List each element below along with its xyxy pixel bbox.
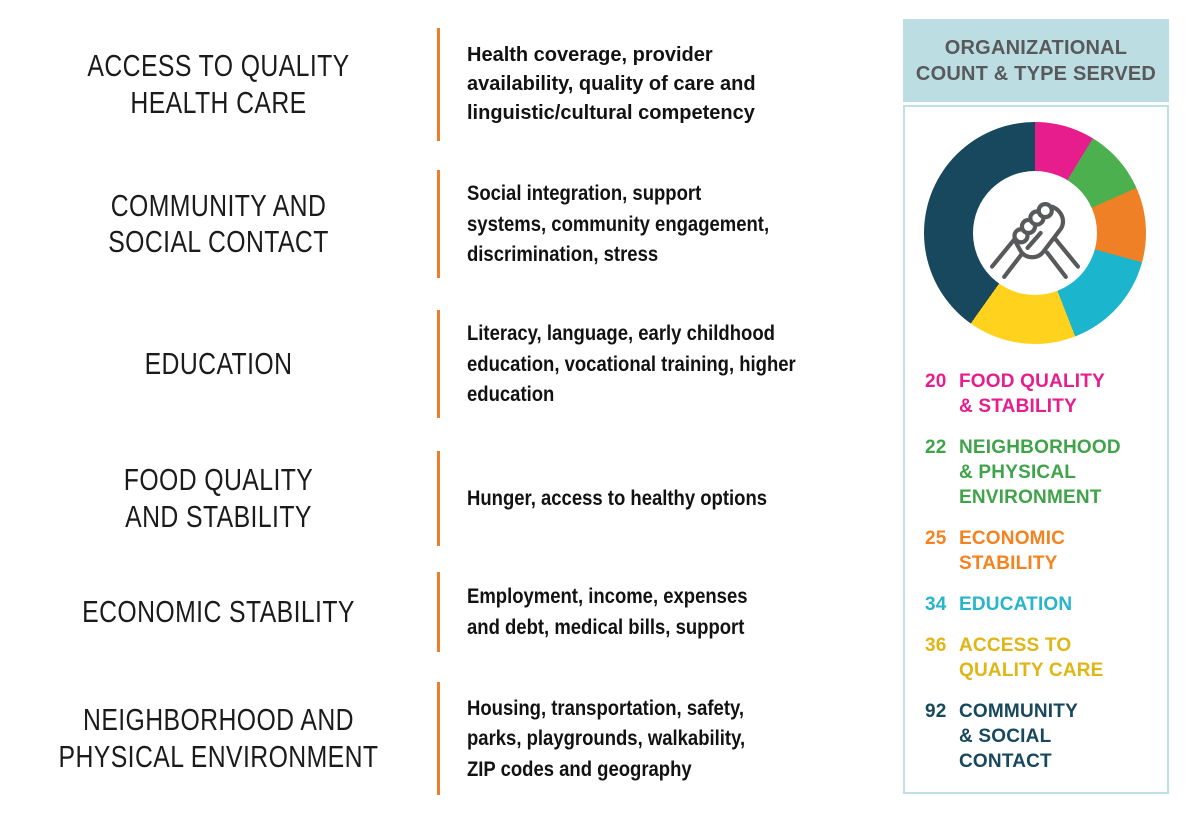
orange-divider <box>437 682 440 795</box>
category-description: Literacy, language, early childhood educ… <box>467 321 796 407</box>
category-row-community-and-social-contact: COMMUNITY AND SOCIAL CONTACT Social inte… <box>0 170 818 278</box>
legend-item-neighborhood: 22 NEIGHBORHOOD & PHYSICAL ENVIRONMENT <box>925 435 1157 510</box>
category-title: ECONOMIC STABILITY <box>82 593 355 629</box>
legend-count: 22 <box>925 437 947 458</box>
category-description: Employment, income, expenses and debt, m… <box>467 584 748 639</box>
legend-label: FOOD QUALITY & STABILITY <box>959 371 1105 417</box>
category-title: FOOD QUALITY AND STABILITY <box>123 462 314 534</box>
orange-divider <box>437 310 440 418</box>
category-description: Health coverage, provider availability, … <box>467 44 756 124</box>
orange-divider <box>437 572 440 652</box>
org-count-panel: 20 FOOD QUALITY & STABILITY 22 NEIGHBORH… <box>903 105 1169 794</box>
category-row-access-to-quality-health-care: ACCESS TO QUALITY HEALTH CARE Health cov… <box>0 28 756 141</box>
legend-count: 25 <box>925 528 947 549</box>
category-row-economic-stability: ECONOMIC STABILITY Employment, income, e… <box>0 572 793 652</box>
legend-label: COMMUNITY & SOCIAL CONTACT <box>959 701 1078 772</box>
donut-chart <box>924 122 1146 344</box>
category-title: COMMUNITY AND SOCIAL CONTACT <box>108 187 329 259</box>
category-row-education: EDUCATION Literacy, language, early chil… <box>0 310 849 418</box>
legend-label: ACCESS TO QUALITY CARE <box>959 635 1104 681</box>
panel-title: ORGANIZATIONAL COUNT & TYPE SERVED <box>903 19 1169 102</box>
donut-center <box>973 171 1097 295</box>
orange-divider <box>437 28 440 141</box>
category-title: ACCESS TO QUALITY HEALTH CARE <box>87 48 350 120</box>
legend-label: ECONOMIC STABILITY <box>959 528 1066 574</box>
category-description: Social integration, support systems, com… <box>467 181 770 267</box>
legend-count: 20 <box>925 371 947 392</box>
category-description: Housing, transportation, safety, parks, … <box>467 695 746 781</box>
clasped-hands-icon <box>989 201 1081 279</box>
legend-label: EDUCATION <box>959 594 1073 615</box>
legend-count: 34 <box>925 594 947 615</box>
orange-divider <box>437 451 440 546</box>
category-title: NEIGHBORHOOD AND PHYSICAL ENVIRONMENT <box>58 702 379 774</box>
orange-divider <box>437 170 440 278</box>
legend-item-access-to-quality-care: 36 ACCESS TO QUALITY CARE <box>925 633 1157 683</box>
legend-label: NEIGHBORHOOD & PHYSICAL ENVIRONMENT <box>959 437 1121 508</box>
legend-item-education: 34 EDUCATION <box>925 592 1157 617</box>
category-row-food-quality-and-stability: FOOD QUALITY AND STABILITY Hunger, acces… <box>0 451 816 546</box>
legend-count: 92 <box>925 701 947 722</box>
legend-item-community-social-contact: 92 COMMUNITY & SOCIAL CONTACT <box>925 699 1157 774</box>
legend-item-food-quality: 20 FOOD QUALITY & STABILITY <box>925 369 1157 419</box>
chart-legend: 20 FOOD QUALITY & STABILITY 22 NEIGHBORH… <box>925 369 1157 790</box>
category-row-neighborhood-and-physical-environment: NEIGHBORHOOD AND PHYSICAL ENVIRONMENT Ho… <box>0 682 790 795</box>
legend-count: 36 <box>925 635 947 656</box>
legend-item-economic-stability: 25 ECONOMIC STABILITY <box>925 526 1157 576</box>
category-description: Hunger, access to healthy options <box>467 486 768 511</box>
category-title: EDUCATION <box>144 345 293 381</box>
